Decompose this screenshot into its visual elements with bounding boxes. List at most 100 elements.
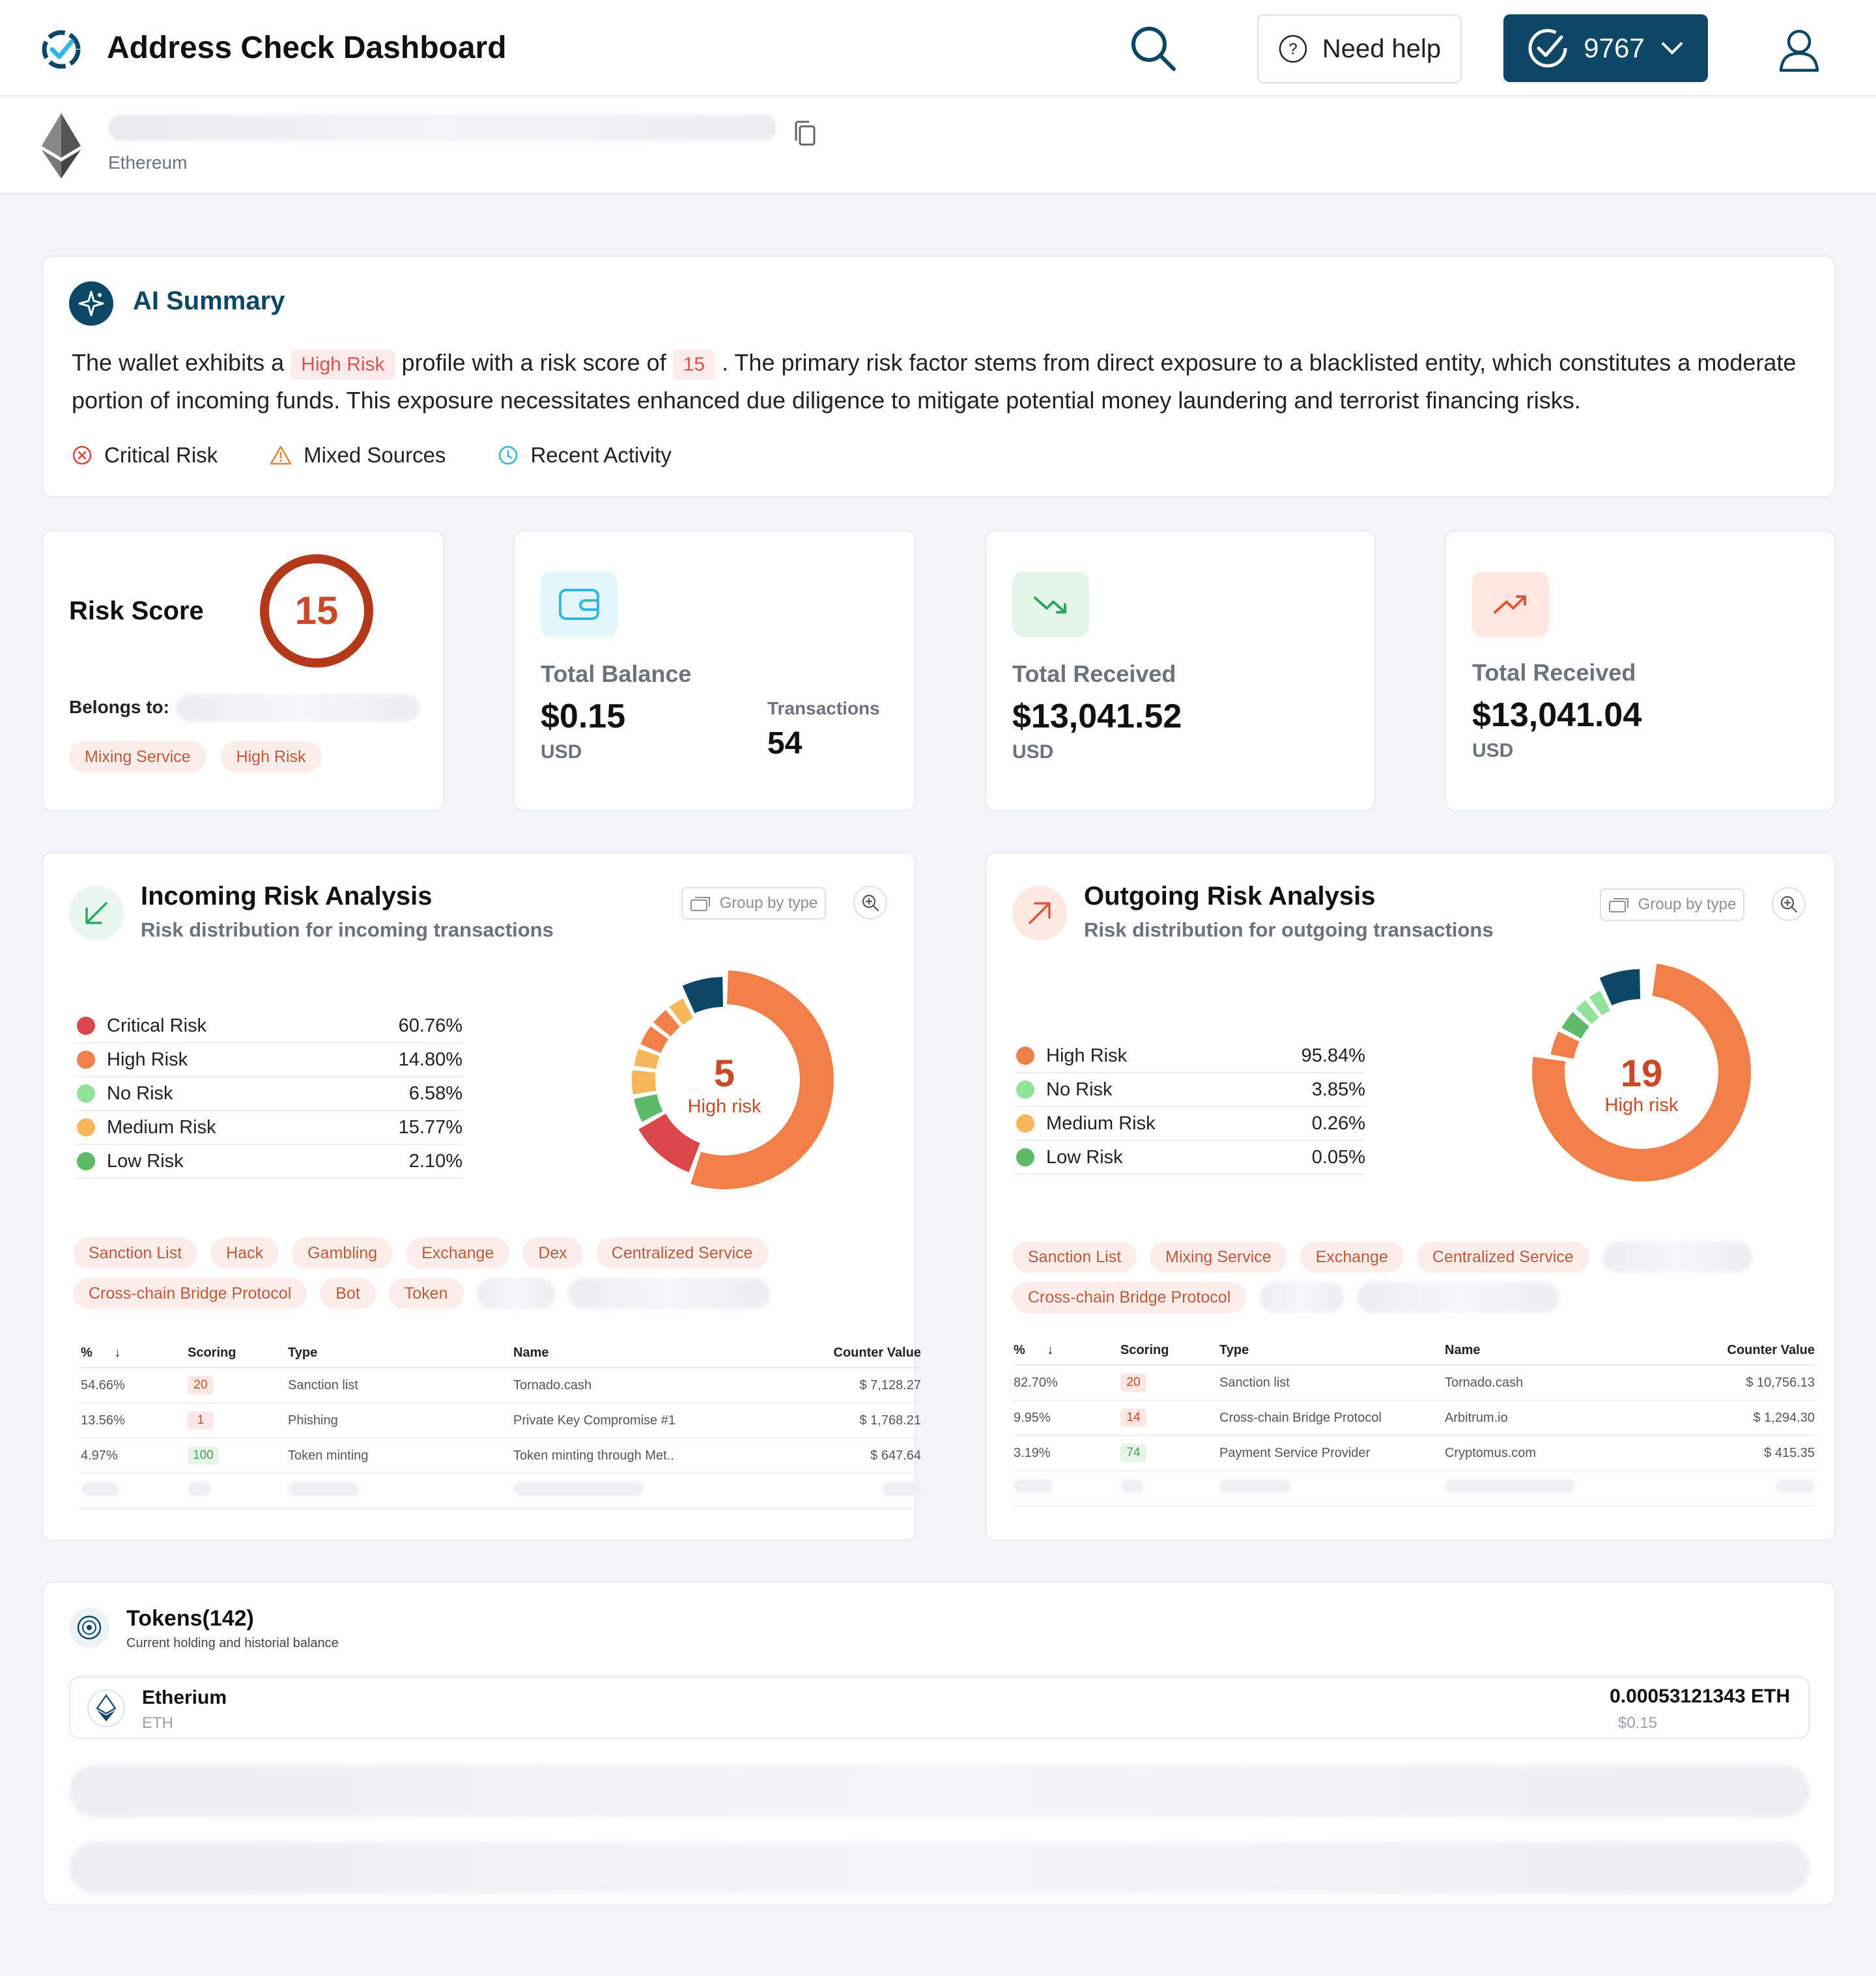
type-tag: Dex (522, 1237, 583, 1269)
placeholder-bar (1014, 1479, 1053, 1493)
type-tag: Cross-chain Bridge Protocol (1012, 1282, 1247, 1313)
col-percent[interactable]: % ↓ (81, 1339, 188, 1368)
table-row[interactable]: 54.66% 20 Sanction list Tornado.cash $ 7,128… (81, 1368, 921, 1404)
zoom-in-icon (862, 894, 879, 912)
col-scoring: Scoring (1120, 1336, 1219, 1366)
type-tag: Bot (320, 1278, 376, 1309)
legend-percent: 15.77% (398, 1116, 462, 1138)
risk-score-card: Risk Score 15 Belongs to: Mixing Service… (42, 530, 444, 812)
type-tag: Mixing Service (1150, 1241, 1287, 1273)
donut-segment (640, 1026, 669, 1053)
type-tag: Hack (210, 1237, 279, 1269)
score-badge: 14 (1120, 1409, 1146, 1427)
critical-risk-tag: Critical Risk (72, 443, 218, 468)
legend-item: No Risk 6.58% (74, 1077, 462, 1111)
group-by-label: Group by type (1638, 896, 1737, 913)
score-badge: 20 (188, 1376, 214, 1394)
legend-item: High Risk 95.84% (1014, 1039, 1365, 1073)
outgoing-title: Outgoing Risk Analysis (1084, 882, 1376, 910)
credits-count: 9767 (1584, 33, 1645, 63)
need-help-button[interactable]: ? Need help (1257, 14, 1462, 83)
arrow-up-right-icon (1012, 886, 1067, 940)
total-received-value: $13,041.52 (1012, 698, 1182, 735)
chevron-down-icon (1661, 42, 1683, 55)
token-row[interactable]: Etherium ETH 0.00053121343 ETH $0.15 (69, 1676, 1810, 1739)
incoming-risk-card: Incoming Risk Analysis Risk distribution… (42, 852, 921, 1541)
table-row[interactable]: 4.97% 100 Token minting Token minting throu… (81, 1438, 921, 1474)
incoming-group-by-type-button[interactable]: Group by type (681, 887, 826, 920)
col-name: Name (1445, 1336, 1666, 1366)
cell-counter-value: $ 10,756.13 (1666, 1365, 1815, 1401)
copy-icon (795, 120, 816, 146)
table-row[interactable]: 13.56% 1 Phishing Private Key Compromise #1… (81, 1403, 921, 1439)
outgoing-transactions-table: % ↓ Scoring Type Name Counter Value 82.7… (1014, 1336, 1815, 1506)
donut-segment (1576, 1000, 1599, 1024)
placeholder-bar (1219, 1479, 1291, 1493)
cell-name: Tornado.cash (513, 1368, 793, 1404)
credits-dropdown[interactable]: 9767 (1503, 14, 1708, 82)
ai-summary-title: AI Summary (133, 287, 285, 315)
legend-label: No Risk (1046, 1079, 1113, 1100)
ai-summary-card: AI Summary The wallet exhibits a High Ris… (42, 255, 1836, 498)
search-button[interactable] (1126, 21, 1180, 76)
ai-summary-text: The wallet exhibits a High Risk profile wi… (72, 344, 1804, 419)
svg-text:?: ? (1288, 40, 1297, 58)
sparkle-icon (69, 281, 113, 326)
outgoing-donut-chart: 19 High risk (1532, 963, 1751, 1181)
table-row[interactable]: 9.95% 14 Cross-chain Bridge Protocol Arbitr… (1014, 1400, 1815, 1436)
incoming-donut-chart: 5 High risk (632, 970, 834, 1189)
cell-score: 14 (1120, 1400, 1219, 1436)
legend-dot (1016, 1080, 1034, 1099)
legend-percent: 95.84% (1301, 1045, 1365, 1066)
cell-percent: 4.97% (81, 1438, 188, 1474)
col-percent[interactable]: % ↓ (1014, 1336, 1120, 1366)
hidden-tag (567, 1278, 770, 1309)
incoming-transactions-table: % ↓ Scoring Type Name Counter Value 54.6… (81, 1339, 921, 1509)
tokens-subtitle: Current holding and historial balance (126, 1636, 339, 1650)
score-badge: 100 (188, 1447, 219, 1465)
outgoing-group-by-type-button[interactable]: Group by type (1600, 888, 1744, 921)
cell-type: Sanction list (1219, 1365, 1445, 1401)
cell-name: Private Key Compromise #1 (513, 1403, 793, 1439)
token-amount: 0.00053121343 ETH (1610, 1686, 1790, 1707)
incoming-zoom-button[interactable] (853, 886, 887, 920)
total-received-unit: USD (1012, 741, 1054, 763)
belongs-to-label: Belongs to: (69, 697, 169, 717)
legend-dot (77, 1017, 95, 1035)
user-icon (1779, 29, 1819, 72)
check-circle-icon (1528, 29, 1567, 68)
user-profile-button[interactable] (1772, 22, 1826, 77)
top-header: Address Check Dashboard ? Need help 9767 (0, 0, 1876, 96)
cell-percent: 9.95% (1014, 1400, 1120, 1436)
col-type: Type (1219, 1336, 1445, 1366)
placeholder-bar (513, 1482, 644, 1496)
risk-score-label: Risk Score (69, 597, 204, 625)
outgoing-legend: High Risk 95.84% No Risk 3.85% Medium Risk 0.… (1014, 1039, 1365, 1175)
app-title: Address Check Dashboard (107, 31, 507, 65)
legend-item: Medium Risk 0.26% (1014, 1107, 1365, 1141)
total-sent-card: Total Received $13,041.04 USD (1445, 530, 1836, 812)
type-tag: Gambling (292, 1237, 393, 1269)
placeholder-bar (1445, 1479, 1575, 1493)
risk-score-ring: 15 (260, 554, 373, 668)
legend-item: Low Risk 0.05% (1014, 1141, 1365, 1175)
col-counter-value: Counter Value (1666, 1336, 1815, 1366)
incoming-donut-value: 5 (714, 1052, 735, 1095)
placeholder-cell (1445, 1471, 1666, 1506)
placeholder-bar (188, 1482, 211, 1496)
transactions-label: Transactions (767, 698, 880, 718)
cell-counter-value: $ 647.64 (793, 1438, 921, 1474)
summary-text-part: profile with a risk score of (401, 349, 666, 376)
table-row[interactable]: 82.70% 20 Sanction list Tornado.cash $ 10,75… (1014, 1365, 1815, 1401)
outgoing-zoom-button[interactable] (1772, 887, 1806, 921)
cell-counter-value: $ 1,294.30 (1666, 1400, 1815, 1436)
legend-label: Critical Risk (107, 1015, 207, 1036)
legend-percent: 60.76% (398, 1015, 462, 1036)
outgoing-donut-value: 19 (1621, 1052, 1663, 1095)
donut-segment (638, 1114, 700, 1172)
total-balance-value: $0.15 (541, 698, 626, 735)
copy-address-button[interactable] (792, 120, 818, 148)
total-received-card: Total Received $13,041.52 USD (985, 530, 1376, 812)
table-row[interactable]: 3.19% 74 Payment Service Provider Cryptomus… (1014, 1435, 1815, 1471)
network-label: Ethereum (108, 152, 188, 173)
